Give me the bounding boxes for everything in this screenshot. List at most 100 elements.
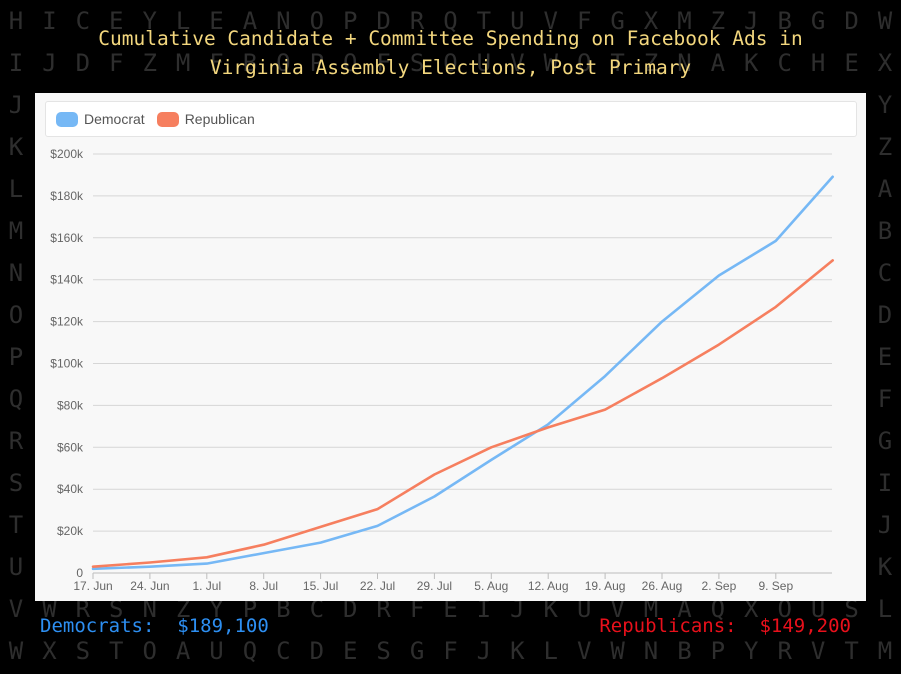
background-letter: V bbox=[8, 595, 24, 623]
background-letter: N bbox=[643, 637, 659, 665]
chart-legend: Democrat Republican bbox=[45, 101, 857, 137]
background-letter: P bbox=[242, 595, 258, 623]
background-letter: K bbox=[8, 133, 24, 161]
background-letter: P bbox=[342, 7, 358, 35]
background-letter: W bbox=[877, 7, 893, 35]
data-point-democrat bbox=[604, 375, 607, 378]
x-tick-label: 24. Jun bbox=[130, 579, 169, 593]
background-letter: I bbox=[42, 7, 57, 35]
background-letter: O bbox=[443, 49, 458, 77]
background-letter: Z bbox=[877, 133, 893, 161]
legend-item-republican[interactable]: Republican bbox=[156, 111, 255, 127]
background-letter: P bbox=[710, 637, 726, 665]
background-letter: B bbox=[677, 637, 692, 665]
background-letter: T bbox=[476, 7, 492, 35]
background-letter: C bbox=[309, 595, 325, 623]
background-letter: Z bbox=[710, 7, 726, 35]
legend-item-democrat[interactable]: Democrat bbox=[56, 111, 145, 127]
y-tick-label: $160k bbox=[50, 231, 84, 245]
background-letter: E bbox=[342, 637, 358, 665]
background-letter: M bbox=[643, 595, 659, 623]
background-letter: F bbox=[376, 49, 391, 77]
background-letter: M bbox=[175, 49, 191, 77]
x-tick-label: 5. Aug bbox=[474, 579, 508, 593]
legend-label-republican: Republican bbox=[184, 111, 255, 127]
background-letter: F bbox=[209, 49, 224, 77]
background-letter: R bbox=[409, 7, 425, 35]
data-point-democrat bbox=[831, 175, 834, 178]
data-point-democrat bbox=[433, 495, 436, 498]
background-letter: S bbox=[844, 595, 859, 623]
background-letter: V bbox=[810, 637, 826, 665]
background-letter: C bbox=[877, 259, 893, 287]
background-letter: S bbox=[8, 469, 24, 497]
background-letter: U bbox=[576, 595, 592, 623]
data-point-republican bbox=[92, 565, 95, 568]
background-letter: R bbox=[777, 637, 792, 665]
background-letter: U bbox=[510, 7, 525, 35]
x-tick-label: 22. Jul bbox=[360, 579, 395, 593]
background-letter: D bbox=[342, 595, 358, 623]
background-letter: N bbox=[142, 595, 157, 623]
background-letter: K bbox=[543, 595, 558, 623]
y-tick-label: $40k bbox=[57, 482, 84, 496]
background-letter: B bbox=[877, 217, 893, 245]
background-letter: I bbox=[8, 49, 24, 77]
data-point-democrat bbox=[205, 562, 208, 565]
background-letter: Z bbox=[643, 49, 659, 77]
data-point-republican bbox=[547, 426, 550, 429]
background-letter: V bbox=[543, 7, 558, 35]
background-letter: J bbox=[476, 637, 492, 665]
background-letter: I bbox=[877, 469, 893, 497]
line-chart: 0 $20k $40k $60k $80k $100k $120k $140k $160k $18… bbox=[50, 147, 835, 593]
background-letter: C bbox=[75, 7, 91, 35]
republicans-total: Republicans: $149,200 bbox=[599, 615, 851, 637]
background-letter: C bbox=[777, 49, 792, 77]
background-letter: J bbox=[42, 49, 57, 77]
background-letter: F bbox=[443, 637, 458, 665]
data-point-republican bbox=[433, 473, 436, 476]
background-letter: X bbox=[877, 49, 893, 77]
data-point-republican bbox=[149, 561, 152, 564]
background-letter: G bbox=[810, 7, 826, 35]
background-letter: O bbox=[342, 49, 358, 77]
background-letter: E bbox=[109, 7, 124, 35]
background-letter: R bbox=[8, 427, 24, 455]
x-tick-label: 8. Jul bbox=[249, 579, 278, 593]
background-letter: L bbox=[543, 637, 558, 665]
data-point-republican bbox=[490, 446, 493, 449]
data-point-republican bbox=[319, 526, 322, 529]
background-letter: U bbox=[810, 595, 826, 623]
background-letter: Y bbox=[877, 91, 893, 119]
background-letter: T bbox=[109, 637, 124, 665]
background-letter: M bbox=[877, 637, 893, 665]
background-letter: U bbox=[476, 49, 492, 77]
y-tick-label: $180k bbox=[50, 189, 84, 203]
background-letter: A bbox=[677, 595, 692, 623]
background-letter: P bbox=[8, 343, 24, 371]
background-letter: A bbox=[877, 175, 893, 203]
x-tick-label: 17. Jun bbox=[73, 579, 112, 593]
legend-swatch-republican bbox=[156, 111, 179, 127]
background-letter: J bbox=[877, 511, 893, 539]
y-tick-label: $100k bbox=[50, 357, 84, 371]
background-letter: O bbox=[8, 301, 24, 329]
background-letter: W bbox=[610, 637, 625, 665]
data-point-republican bbox=[718, 343, 721, 346]
background-letter: Q bbox=[8, 385, 24, 413]
data-point-republican bbox=[604, 408, 607, 411]
series-line-democrat bbox=[91, 175, 835, 571]
background-letter: K bbox=[877, 553, 893, 581]
data-point-republican bbox=[774, 306, 777, 309]
background-letter: U bbox=[8, 553, 24, 581]
data-point-democrat bbox=[490, 458, 493, 461]
background-letter: D bbox=[309, 637, 325, 665]
data-point-democrat bbox=[718, 274, 721, 277]
background-letter: Y bbox=[209, 595, 224, 623]
background-letter: O bbox=[276, 49, 291, 77]
background-letter: K bbox=[744, 49, 759, 77]
x-tick-label: 29. Jul bbox=[417, 579, 452, 593]
y-tick-label: $80k bbox=[57, 398, 84, 412]
